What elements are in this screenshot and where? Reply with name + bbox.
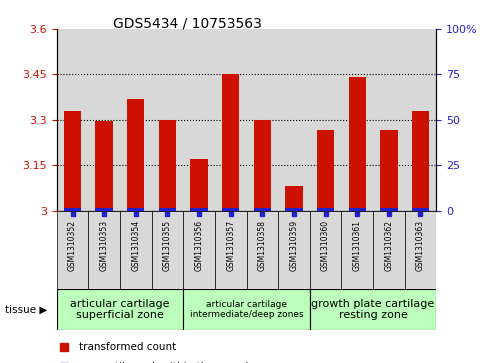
Bar [183, 211, 215, 289]
Bar [152, 211, 183, 289]
Bar [310, 29, 341, 211]
Bar [405, 29, 436, 211]
Text: GSM1310357: GSM1310357 [226, 220, 235, 271]
Bar [152, 29, 183, 211]
Text: growth plate cartilage
resting zone: growth plate cartilage resting zone [312, 299, 435, 320]
Bar [159, 120, 176, 211]
Bar [278, 211, 310, 289]
Bar [88, 29, 120, 211]
Text: GSM1310356: GSM1310356 [195, 220, 204, 271]
Bar [127, 99, 144, 211]
Text: GSM1310352: GSM1310352 [68, 220, 77, 271]
Bar [57, 289, 183, 330]
Bar [96, 121, 113, 211]
Bar [349, 208, 366, 211]
Bar [190, 159, 208, 211]
Bar [373, 29, 405, 211]
Text: GSM1310363: GSM1310363 [416, 220, 425, 271]
Text: GSM1310354: GSM1310354 [131, 220, 141, 271]
Bar [57, 29, 88, 211]
Text: tissue ▶: tissue ▶ [5, 305, 47, 314]
Text: articular cartilage
superficial zone: articular cartilage superficial zone [70, 299, 170, 320]
Text: GSM1310361: GSM1310361 [352, 220, 362, 271]
Bar [412, 111, 429, 211]
Text: transformed count: transformed count [79, 342, 176, 352]
Bar [349, 77, 366, 211]
Bar [317, 208, 334, 211]
Bar [246, 211, 278, 289]
Bar [64, 208, 81, 211]
Bar [405, 211, 436, 289]
Bar [285, 186, 303, 211]
Bar [96, 208, 113, 211]
Text: percentile rank within the sample: percentile rank within the sample [79, 362, 255, 363]
Text: GSM1310358: GSM1310358 [258, 220, 267, 271]
Bar [183, 29, 215, 211]
Bar [183, 289, 310, 330]
Bar [373, 211, 405, 289]
Bar [222, 208, 240, 211]
Bar [285, 208, 303, 211]
Bar [310, 211, 341, 289]
Bar [253, 208, 271, 211]
Bar [215, 211, 246, 289]
Bar [120, 211, 152, 289]
Bar [412, 208, 429, 211]
Bar [159, 208, 176, 211]
Bar [310, 289, 436, 330]
Bar [246, 29, 278, 211]
Text: GSM1310360: GSM1310360 [321, 220, 330, 271]
Bar [222, 74, 240, 211]
Bar [88, 211, 120, 289]
Bar [127, 208, 144, 211]
Bar [380, 130, 397, 211]
Bar [190, 208, 208, 211]
Bar [341, 29, 373, 211]
Bar [278, 29, 310, 211]
Text: GSM1310353: GSM1310353 [100, 220, 108, 271]
Bar [380, 208, 397, 211]
Text: GDS5434 / 10753563: GDS5434 / 10753563 [113, 16, 262, 30]
Bar [120, 29, 152, 211]
Bar [57, 211, 88, 289]
Bar [215, 29, 246, 211]
Bar [64, 111, 81, 211]
Bar [253, 120, 271, 211]
Text: GSM1310359: GSM1310359 [289, 220, 298, 271]
Bar [341, 211, 373, 289]
Text: GSM1310355: GSM1310355 [163, 220, 172, 271]
Text: articular cartilage
intermediate/deep zones: articular cartilage intermediate/deep zo… [190, 300, 303, 319]
Bar [317, 130, 334, 211]
Text: GSM1310362: GSM1310362 [385, 220, 393, 271]
